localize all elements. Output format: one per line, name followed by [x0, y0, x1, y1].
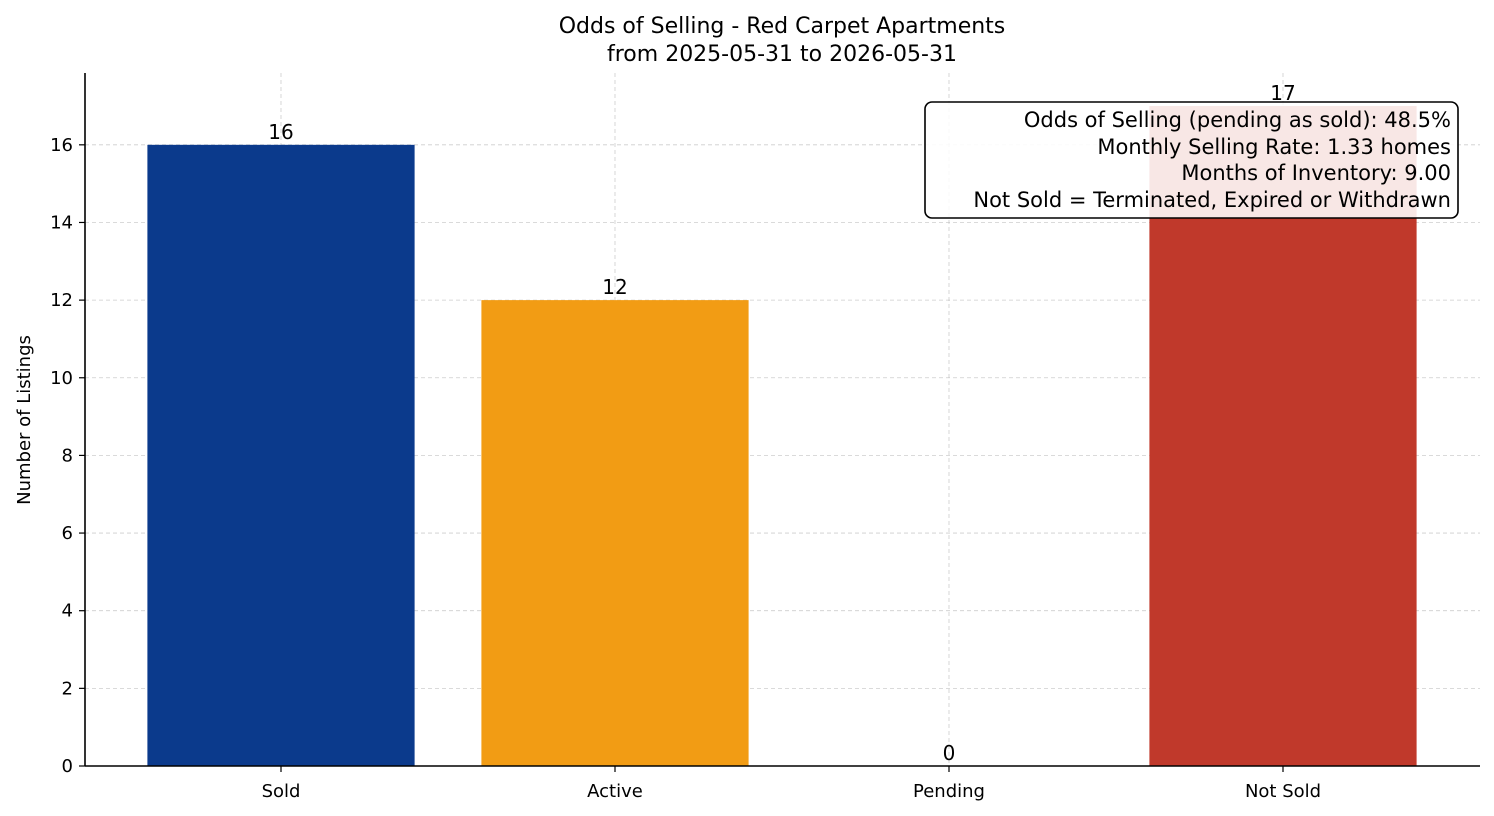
y-tick-label: 4 — [62, 601, 73, 622]
info-box: Odds of Selling (pending as sold): 48.5%… — [924, 101, 1459, 219]
x-tick-label: Sold — [262, 781, 301, 802]
chart-subtitle: from 2025-05-31 to 2026-05-31 — [607, 42, 957, 67]
y-tick-label: 8 — [62, 445, 73, 466]
data-labels: 16 12 0 17 — [268, 81, 1295, 765]
ticks: 0 2 4 6 8 10 12 14 16 Sold Active Pending Not Sold — [50, 135, 1321, 802]
y-tick-label: 16 — [50, 135, 73, 156]
y-tick-label: 10 — [50, 368, 73, 389]
chart-title: Odds of Selling - Red Carpet Apartments — [559, 14, 1006, 39]
y-axis-label: Number of Listings — [14, 335, 35, 505]
data-label: 16 — [268, 120, 293, 144]
info-odds-line: Odds of Selling (pending as sold): 48.5% — [1024, 108, 1451, 132]
data-label: 0 — [943, 741, 956, 765]
info-inventory-line: Months of Inventory: 9.00 — [1181, 161, 1451, 185]
bar-active — [481, 300, 749, 766]
bar-sold — [147, 144, 415, 766]
info-definition-line: Not Sold = Terminated, Expired or Withdr… — [973, 188, 1451, 212]
info-box-frame — [924, 101, 1459, 219]
y-tick-label: 0 — [62, 756, 73, 777]
y-tick-label: 14 — [50, 212, 73, 233]
y-tick-label: 12 — [50, 290, 73, 311]
data-label: 17 — [1270, 81, 1295, 105]
info-rate-line: Monthly Selling Rate: 1.33 homes — [1097, 135, 1451, 159]
x-tick-label: Pending — [913, 781, 985, 802]
y-tick-label: 2 — [62, 678, 73, 699]
x-tick-label: Active — [587, 781, 643, 802]
axes — [84, 73, 1480, 767]
x-tick-label: Not Sold — [1245, 781, 1321, 802]
y-tick-label: 6 — [62, 523, 73, 544]
data-label: 12 — [602, 275, 627, 299]
